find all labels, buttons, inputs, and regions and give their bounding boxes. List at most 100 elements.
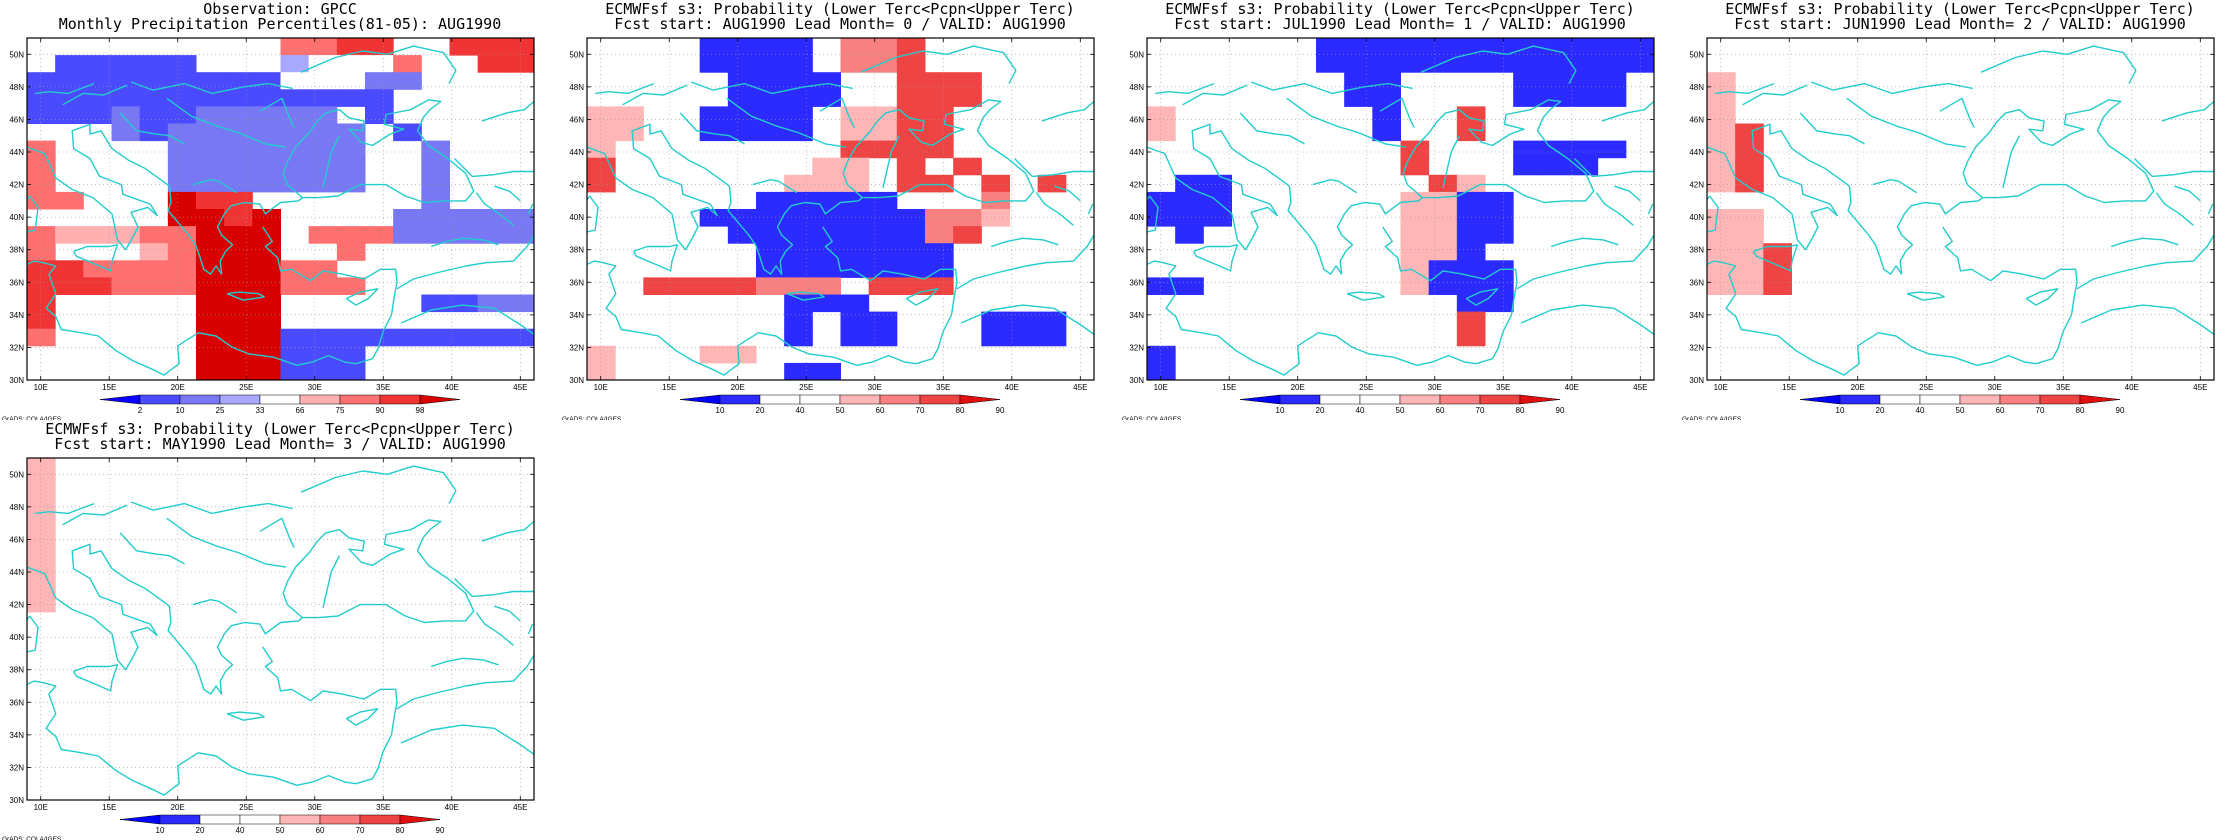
shaded-cell <box>308 362 338 380</box>
lon-label: 15E <box>102 803 116 812</box>
colorbar-swatch <box>219 394 261 405</box>
colorbar-swatch <box>1879 394 1921 405</box>
shaded-cell <box>336 72 366 90</box>
shaded-cell <box>252 294 281 313</box>
lat-label: 36N <box>1689 278 1704 287</box>
shaded-cell <box>840 311 870 330</box>
shaded-cell <box>27 38 56 56</box>
shaded-cell <box>365 72 394 90</box>
shaded-cell <box>27 509 56 527</box>
shaded-cell <box>868 209 898 227</box>
lon-label: 40E <box>1565 383 1579 392</box>
coastline <box>726 97 847 148</box>
panel-title: ECMWFsf s3: Probability (Lower Terc<Pcpn… <box>1165 0 1635 18</box>
shaded-cell <box>505 38 534 56</box>
shaded-cell <box>812 243 841 261</box>
shaded-cell <box>812 226 841 244</box>
lat-label: 38N <box>9 246 24 255</box>
shaded-cell <box>587 123 616 142</box>
coastline <box>1147 226 1518 376</box>
shaded-cell <box>812 174 841 193</box>
shaded-cell <box>308 226 338 244</box>
coastline <box>481 100 534 122</box>
shaded-cell <box>896 174 926 193</box>
colorbar-label: 60 <box>316 826 325 835</box>
colorbar-label: 33 <box>256 406 265 415</box>
shaded-cell <box>393 328 422 347</box>
lon-label: 35E <box>1496 383 1510 392</box>
shaded-cell <box>55 38 84 56</box>
shaded-cell <box>812 89 841 107</box>
shaded-cell <box>727 55 757 73</box>
coastline <box>1647 203 1654 215</box>
lat-label: 42N <box>9 601 24 610</box>
shaded-cell <box>308 123 338 142</box>
coastline <box>494 605 521 622</box>
shaded-cell <box>1203 174 1232 193</box>
colorbar-swatch <box>399 814 441 825</box>
colorbar-label: 80 <box>1516 406 1525 415</box>
shaded-cell <box>840 106 870 124</box>
shaded-cell <box>477 294 507 313</box>
shaded-cell <box>111 89 141 107</box>
colorbar-swatch <box>339 394 381 405</box>
shaded-cell <box>308 89 338 107</box>
shaded-cell <box>1541 72 1570 90</box>
lon-label: 45E <box>2193 383 2207 392</box>
lon-label: 25E <box>239 383 253 392</box>
shaded-cell <box>421 328 450 347</box>
shaded-cell <box>784 311 813 330</box>
colorbar-label: 20 <box>1316 406 1325 415</box>
shaded-cell <box>756 89 785 107</box>
coastline <box>1707 123 1983 275</box>
colorbar-label: 60 <box>1436 406 1445 415</box>
colorbar-swatch <box>759 394 801 405</box>
coastline <box>130 501 293 515</box>
shaded-cell <box>1707 243 1736 261</box>
shaded-cell <box>477 328 507 347</box>
shaded-cell <box>699 106 729 124</box>
colorbar-swatch <box>839 394 881 405</box>
shaded-cell <box>784 89 813 107</box>
map-frame <box>26 457 535 801</box>
lat-label: 40N <box>1129 213 1144 222</box>
shaded-cell <box>812 294 841 313</box>
coastline <box>322 555 341 608</box>
shaded-cell <box>1597 38 1627 56</box>
coastline <box>786 291 825 301</box>
shaded-cell <box>111 123 141 142</box>
colorbar-label: 90 <box>2116 406 2125 415</box>
shaded-cell <box>308 174 338 193</box>
shaded-cell <box>83 72 112 90</box>
shaded-cell <box>1344 38 1373 56</box>
shaded-cell <box>1541 55 1570 73</box>
panel-title: ECMWFsf s3: Probability (Lower Terc<Pcpn… <box>45 420 515 438</box>
lat-label: 46N <box>9 535 24 544</box>
shaded-cell <box>868 38 898 56</box>
shaded-cell <box>1175 191 1204 210</box>
colorbar-label: 90 <box>996 406 1005 415</box>
colorbar-swatch <box>1999 394 2041 405</box>
lat-label: 50N <box>569 50 584 59</box>
map-lead2: ECMWFsf s3: Probability (Lower Terc<Pcpn… <box>1682 0 2215 420</box>
lon-label: 40E <box>2125 383 2139 392</box>
coastline <box>1939 97 1975 128</box>
shaded-cell <box>224 89 253 107</box>
shaded-cell <box>953 72 982 90</box>
shaded-cell <box>167 191 197 210</box>
colorbar-swatch <box>1239 394 1281 405</box>
shaded-cell <box>336 345 366 364</box>
shaded-cell <box>587 345 616 364</box>
shaded-cell <box>252 72 281 90</box>
coastline <box>119 532 185 565</box>
lat-label: 48N <box>9 503 24 512</box>
shaded-cell <box>1009 311 1039 330</box>
shaded-cell <box>27 72 56 90</box>
coastline <box>1442 135 1461 188</box>
coastline <box>860 45 1017 84</box>
coastline <box>2110 237 2179 248</box>
coastline <box>1087 203 1094 215</box>
shaded-cell <box>196 89 225 107</box>
shaded-cell <box>1735 260 1764 278</box>
shaded-cell <box>27 140 56 159</box>
